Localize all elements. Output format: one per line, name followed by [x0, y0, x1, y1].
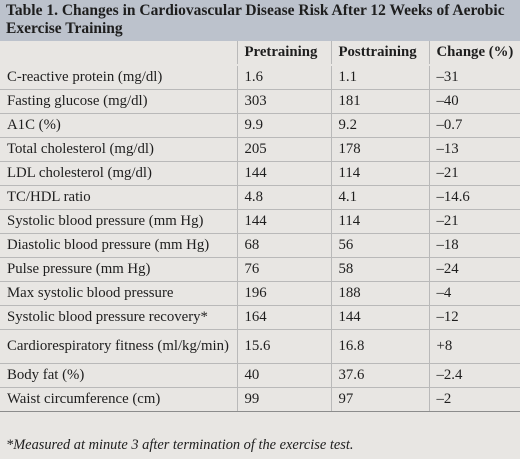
data-table: Pretraining Posttraining Change (%) C-re…	[0, 41, 520, 412]
table-row: Waist circumference (cm) 99 97 –2	[0, 386, 520, 412]
column-header-label	[0, 41, 238, 66]
pretraining-value: 196	[237, 280, 332, 305]
change-value: –4	[429, 280, 520, 305]
row-label: Cardiorespiratory fitness (ml/kg/min)	[0, 328, 238, 363]
change-value: –2	[429, 386, 520, 412]
posttraining-value: 188	[331, 280, 430, 305]
row-label: Diastolic blood pressure (mm Hg)	[0, 232, 238, 257]
posttraining-value: 1.1	[331, 64, 430, 89]
table-row: Systolic blood pressure (mm Hg) 144 114 …	[0, 208, 520, 233]
pretraining-value: 9.9	[237, 112, 332, 137]
table-row: Systolic blood pressure recovery* 164 14…	[0, 304, 520, 329]
change-value: –0.7	[429, 112, 520, 137]
row-label: Total cholesterol (mg/dl)	[0, 136, 238, 161]
column-header-pretraining: Pretraining	[237, 41, 332, 66]
pretraining-value: 76	[237, 256, 332, 281]
pretraining-value: 144	[237, 160, 332, 185]
posttraining-value: 58	[331, 256, 430, 281]
posttraining-value: 16.8	[331, 328, 430, 363]
posttraining-value: 9.2	[331, 112, 430, 137]
posttraining-value: 178	[331, 136, 430, 161]
pretraining-value: 4.8	[237, 184, 332, 209]
table-footnote: *Measured at minute 3 after termination …	[6, 437, 354, 453]
table-row: Pulse pressure (mm Hg) 76 58 –24	[0, 256, 520, 281]
change-value: –18	[429, 232, 520, 257]
row-label: Systolic blood pressure recovery*	[0, 304, 238, 329]
table-row: Fasting glucose (mg/dl) 303 181 –40	[0, 88, 520, 113]
pretraining-value: 303	[237, 88, 332, 113]
table-row: Diastolic blood pressure (mm Hg) 68 56 –…	[0, 232, 520, 257]
posttraining-value: 144	[331, 304, 430, 329]
table-row: Cardiorespiratory fitness (ml/kg/min) 15…	[0, 328, 520, 363]
change-value: –12	[429, 304, 520, 329]
change-value: +8	[429, 328, 520, 363]
table-title: Table 1. Changes in Cardiovascular Disea…	[0, 0, 520, 41]
change-value: –40	[429, 88, 520, 113]
table-row: Total cholesterol (mg/dl) 205 178 –13	[0, 136, 520, 161]
table-row: A1C (%) 9.9 9.2 –0.7	[0, 112, 520, 137]
posttraining-value: 37.6	[331, 362, 430, 387]
posttraining-value: 114	[331, 208, 430, 233]
change-value: –21	[429, 208, 520, 233]
change-value: –14.6	[429, 184, 520, 209]
pretraining-value: 1.6	[237, 64, 332, 89]
pretraining-value: 40	[237, 362, 332, 387]
change-value: –24	[429, 256, 520, 281]
table-row: C-reactive protein (mg/dl) 1.6 1.1 –31	[0, 64, 520, 89]
change-value: –2.4	[429, 362, 520, 387]
table-row: Body fat (%) 40 37.6 –2.4	[0, 362, 520, 387]
table-row: TC/HDL ratio 4.8 4.1 –14.6	[0, 184, 520, 209]
row-label: A1C (%)	[0, 112, 238, 137]
pretraining-value: 205	[237, 136, 332, 161]
table-row: Max systolic blood pressure 196 188 –4	[0, 280, 520, 305]
change-value: –13	[429, 136, 520, 161]
change-value: –31	[429, 64, 520, 89]
column-header-change: Change (%)	[429, 41, 520, 66]
column-header-posttraining: Posttraining	[331, 41, 430, 66]
posttraining-value: 114	[331, 160, 430, 185]
pretraining-value: 99	[237, 386, 332, 412]
row-label: Max systolic blood pressure	[0, 280, 238, 305]
row-label: LDL cholesterol (mg/dl)	[0, 160, 238, 185]
header-row: Pretraining Posttraining Change (%)	[0, 41, 520, 66]
row-label: TC/HDL ratio	[0, 184, 238, 209]
row-label: Pulse pressure (mm Hg)	[0, 256, 238, 281]
row-label: Body fat (%)	[0, 362, 238, 387]
row-label: Fasting glucose (mg/dl)	[0, 88, 238, 113]
row-label: Waist circumference (cm)	[0, 386, 238, 412]
pretraining-value: 164	[237, 304, 332, 329]
change-value: –21	[429, 160, 520, 185]
posttraining-value: 4.1	[331, 184, 430, 209]
pretraining-value: 144	[237, 208, 332, 233]
posttraining-value: 181	[331, 88, 430, 113]
row-label: C-reactive protein (mg/dl)	[0, 64, 238, 89]
pretraining-value: 68	[237, 232, 332, 257]
pretraining-value: 15.6	[237, 328, 332, 363]
row-label: Systolic blood pressure (mm Hg)	[0, 208, 238, 233]
posttraining-value: 56	[331, 232, 430, 257]
table-row: LDL cholesterol (mg/dl) 144 114 –21	[0, 160, 520, 185]
posttraining-value: 97	[331, 386, 430, 412]
